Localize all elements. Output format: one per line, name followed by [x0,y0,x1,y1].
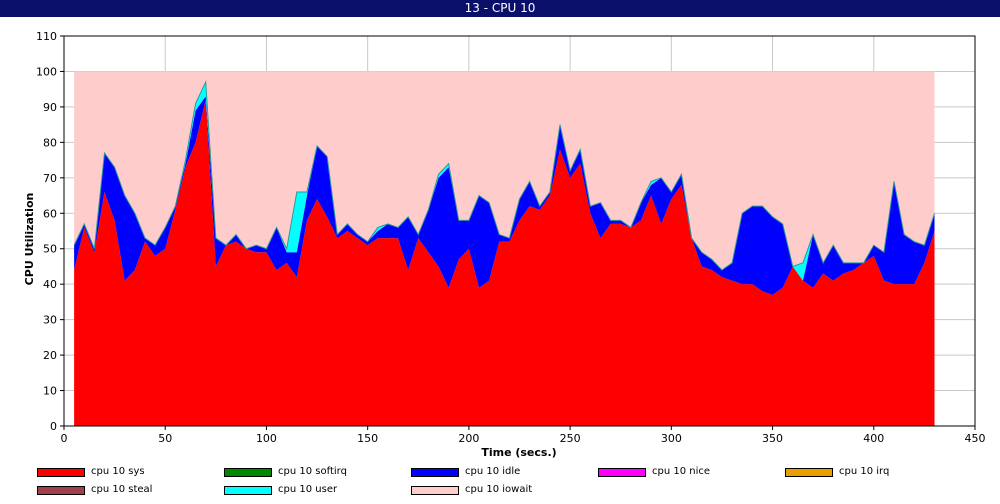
legend-item: cpu 10 softirq [224,465,347,479]
tick-labels: 0 50 100 150 200 250 300 350 400 450 0 10 20 30 40 50 60… [36,30,986,445]
stacked-areas [73,71,935,427]
x-tick-label: 250 [560,432,581,445]
legend-swatch [224,485,272,495]
x-tick-label: 150 [357,432,378,445]
y-tick-label: 90 [43,101,57,114]
x-tick-label: 400 [863,432,884,445]
y-tick-label: 110 [36,30,57,43]
legend-swatch [37,485,85,495]
x-tick-label: 50 [158,432,172,445]
legend-swatch [598,467,646,477]
cpu-utilization-chart: 0 50 100 150 200 250 300 350 400 450 0 10 20 30 40 50 60… [23,30,986,459]
y-tick-label: 30 [43,314,57,327]
y-tick-label: 80 [43,136,57,149]
x-tick-label: 200 [458,432,479,445]
chart-legend: cpu 10 sys cpu 10 softirq cpu 10 idle cpu 1… [0,462,1000,504]
legend-label: cpu 10 softirq [278,466,347,477]
x-tick-label: 350 [762,432,783,445]
legend-item: cpu 10 iowait [411,483,532,497]
y-tick-label: 40 [43,278,57,291]
legend-label: cpu 10 sys [91,466,145,477]
y-axis-label: CPU Utilization [23,193,36,286]
legend-swatch [37,467,85,477]
x-tick-label: 0 [61,432,68,445]
window-title-bar: 13 - CPU 10 [0,0,1000,17]
legend-item: cpu 10 sys [37,465,145,479]
x-tick-label: 300 [661,432,682,445]
series-boundary-line [73,80,935,271]
window-title: 13 - CPU 10 [464,1,536,15]
y-tick-label: 60 [43,207,57,220]
legend-swatch [411,467,459,477]
y-tick-label: 10 [43,385,57,398]
area-cpu-10-iowait [74,71,935,270]
legend-item: cpu 10 user [224,483,337,497]
legend-item: cpu 10 steal [37,483,152,497]
plot-frame [63,35,976,427]
y-tick-label: 20 [43,349,57,362]
legend-label: cpu 10 user [278,484,338,495]
y-tick-label: 0 [50,420,57,433]
legend-label: cpu 10 iowait [465,484,533,495]
legend-swatch [785,467,833,477]
legend-item: cpu 10 nice [598,465,710,479]
y-tick-label: 50 [43,243,57,256]
area-cpu-10-sys [74,99,935,427]
axes [60,35,976,430]
legend-swatch [224,467,272,477]
x-axis-label: Time (secs.) [481,446,556,459]
legend-item: cpu 10 idle [411,465,520,479]
x-tick-label: 450 [965,432,986,445]
x-tick-label: 100 [256,432,277,445]
y-tick-label: 70 [43,172,57,185]
legend-swatch [411,485,459,495]
legend-label: cpu 10 nice [652,466,711,477]
legend-item: cpu 10 irq [785,465,889,479]
legend-label: cpu 10 irq [839,466,890,477]
y-tick-label: 100 [36,65,57,78]
legend-label: cpu 10 idle [465,466,521,477]
legend-label: cpu 10 steal [91,484,153,495]
